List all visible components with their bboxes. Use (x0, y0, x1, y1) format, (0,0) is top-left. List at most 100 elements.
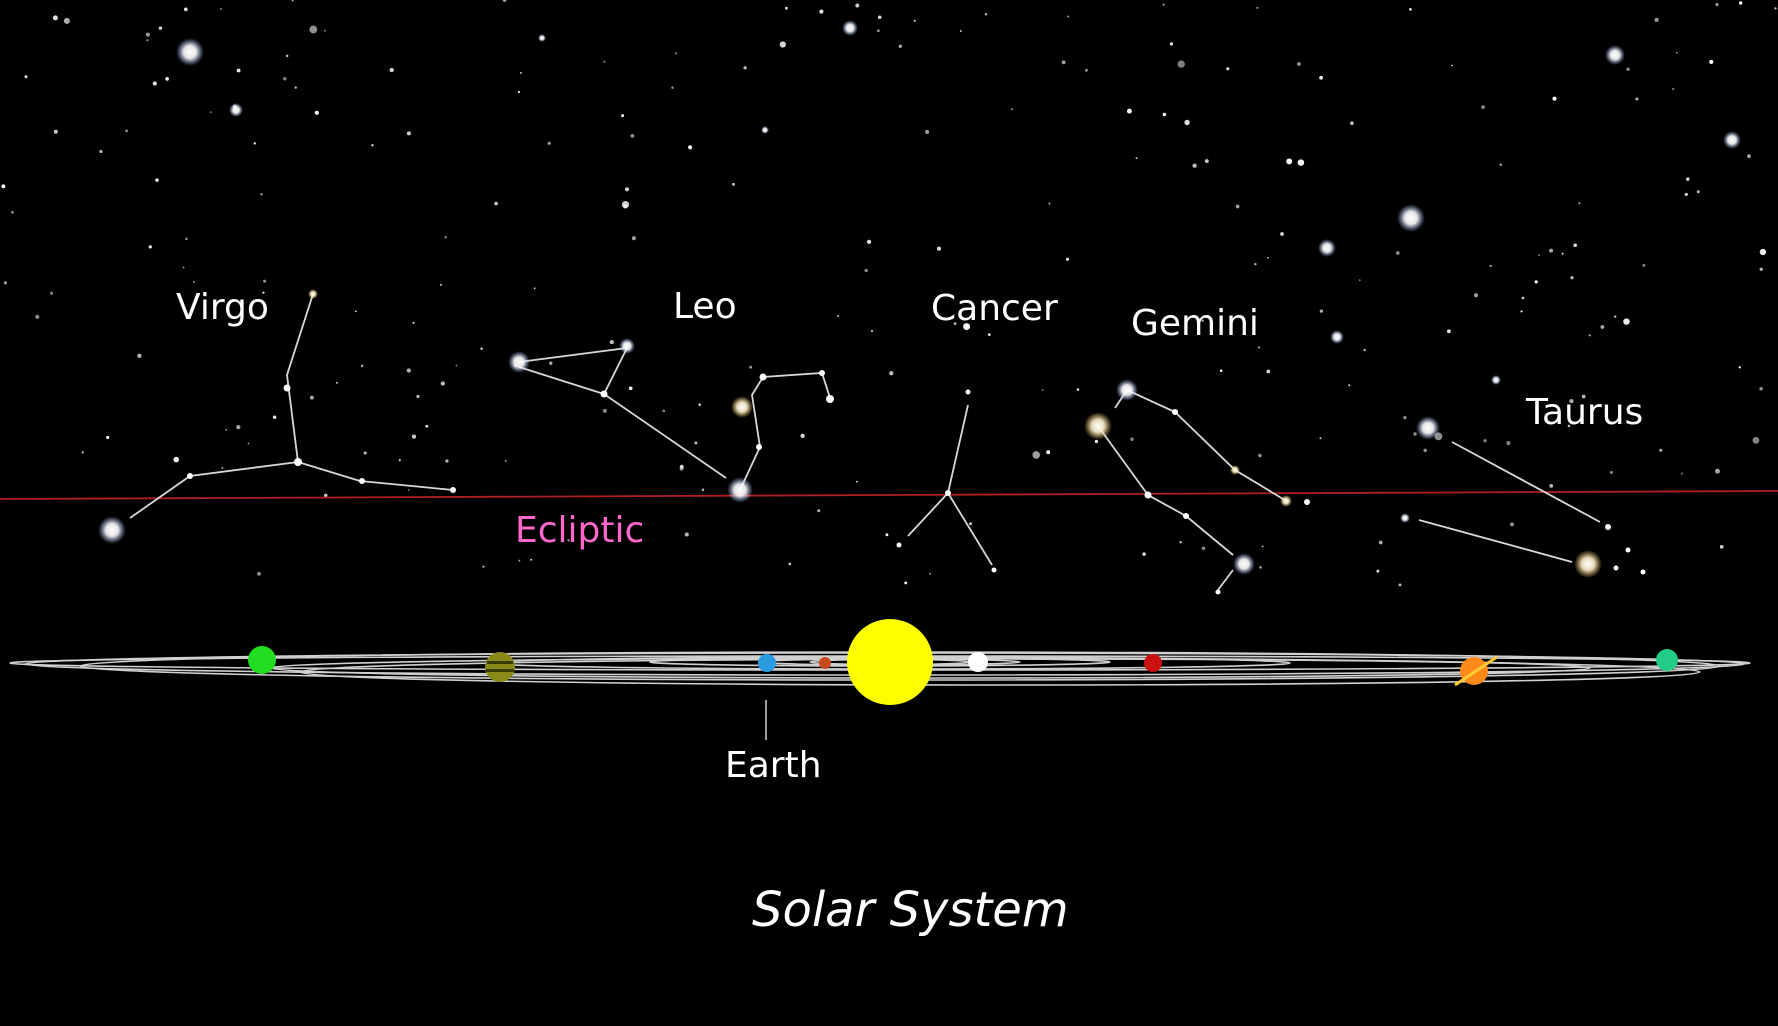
venus-planet (819, 657, 831, 669)
earth-planet (758, 654, 776, 672)
background-star (1521, 296, 1525, 300)
background-star (1010, 108, 1013, 111)
background-star (1642, 263, 1646, 267)
star (450, 487, 456, 493)
star (1416, 416, 1440, 440)
background-star (165, 77, 169, 81)
star (756, 444, 762, 450)
background-star (412, 321, 415, 324)
background-star (701, 488, 705, 492)
background-star (220, 8, 222, 10)
star (600, 390, 608, 398)
background-star (1581, 394, 1586, 399)
background-star (864, 268, 868, 273)
background-star (621, 200, 630, 209)
background-star (837, 315, 840, 317)
star (187, 473, 193, 479)
background-star (494, 201, 498, 206)
background-star (694, 441, 698, 445)
background-star (1061, 60, 1066, 65)
background-star (885, 533, 889, 537)
background-star (877, 15, 882, 20)
background-star (1319, 75, 1323, 80)
background-star (819, 9, 824, 14)
background-star (1738, 366, 1741, 369)
constellation-taurus (1400, 416, 1646, 578)
background-star (855, 3, 860, 8)
background-star (929, 572, 932, 575)
bright-star (761, 126, 769, 134)
background-star (209, 111, 212, 113)
background-star (1201, 546, 1206, 551)
background-star (1094, 439, 1098, 444)
mars-planet (1144, 654, 1162, 672)
background-star (3, 281, 8, 285)
background-star (1041, 388, 1044, 391)
constellation-virgo (98, 289, 456, 544)
background-star (953, 322, 957, 326)
background-star (291, 0, 294, 2)
background-star (185, 237, 188, 241)
jupiter-planet (485, 652, 515, 682)
star (1144, 491, 1152, 499)
background-star (817, 509, 821, 513)
background-star (1499, 163, 1503, 166)
background-star (425, 424, 429, 428)
background-star (247, 442, 250, 445)
background-star (1162, 3, 1165, 6)
ecliptic-label: Ecliptic (515, 510, 644, 551)
label-gemini: Gemini (1131, 303, 1259, 344)
background-star (1409, 8, 1412, 11)
background-star (1048, 202, 1051, 205)
background-star (106, 435, 110, 440)
background-star (1686, 177, 1690, 181)
background-star (1759, 386, 1763, 391)
background-star (628, 386, 633, 391)
star (1233, 553, 1255, 575)
background-star (125, 129, 129, 133)
star (819, 370, 825, 376)
star (1400, 513, 1410, 523)
background-star (1520, 310, 1523, 313)
background-star (1552, 96, 1557, 101)
background-star (1257, 346, 1261, 349)
background-star (1473, 293, 1479, 298)
background-star (1032, 451, 1040, 459)
background-star (1067, 15, 1070, 18)
background-star (1348, 384, 1351, 387)
background-star (1681, 472, 1683, 475)
background-star (1715, 3, 1719, 7)
background-star (1654, 17, 1659, 23)
star (1280, 495, 1292, 507)
background-star (688, 145, 693, 150)
background-star (335, 381, 338, 384)
background-star (389, 67, 394, 73)
background-star (309, 25, 318, 34)
background-star (363, 451, 367, 455)
star (1116, 379, 1138, 401)
background-star (1684, 192, 1688, 196)
background-star (439, 283, 442, 286)
background-star (148, 245, 152, 249)
background-star (482, 565, 485, 568)
background-star (1358, 279, 1361, 282)
background-star (1481, 105, 1485, 109)
background-star (1578, 202, 1581, 205)
background-star (1715, 468, 1720, 474)
star (294, 458, 302, 466)
background-star (1266, 256, 1269, 259)
background-star (1219, 369, 1223, 373)
star (1183, 513, 1189, 519)
star (1613, 565, 1619, 571)
background-star (856, 480, 858, 483)
background-star (1483, 439, 1487, 443)
background-star (517, 90, 521, 94)
background-star (519, 71, 522, 74)
bright-star (1397, 204, 1425, 232)
star (1215, 589, 1221, 595)
star (619, 338, 635, 354)
background-star (1256, 6, 1259, 9)
background-star (1204, 159, 1209, 164)
background-star (440, 381, 445, 386)
